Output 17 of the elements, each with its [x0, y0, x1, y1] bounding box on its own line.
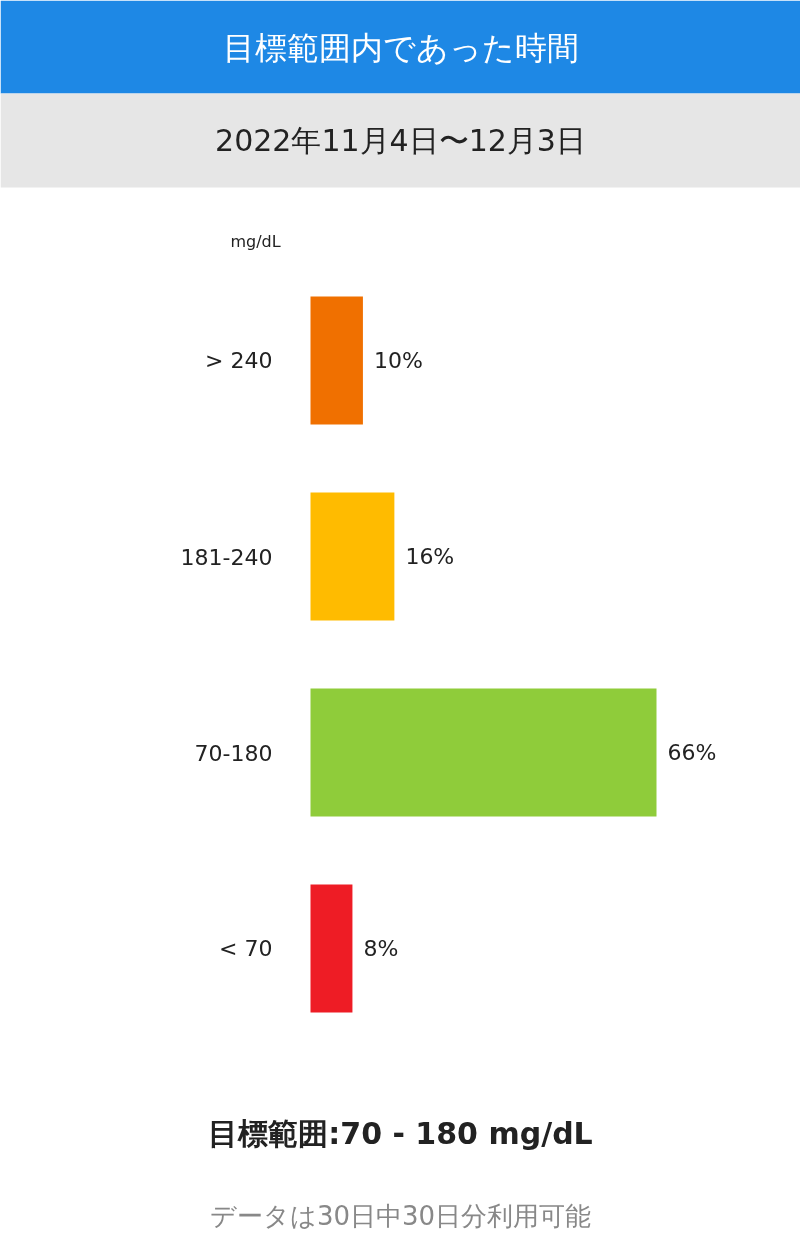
bar — [310, 688, 657, 817]
y-tick-label: 70-180 — [194, 740, 273, 766]
y-tick-label: < 70 — [219, 936, 273, 961]
chart-subtitle: 2022年11月4日〜12月3日 — [215, 123, 586, 158]
bar — [310, 492, 395, 621]
data-label: 16% — [405, 544, 455, 569]
y-tick-label: 181-240 — [180, 544, 273, 570]
data-label: 10% — [373, 348, 423, 373]
data-label: 66% — [667, 740, 717, 765]
text: データは30日中30日分利用可能 — [209, 1200, 592, 1231]
text: 目標範囲:70 - 180 mg/dL — [208, 1116, 593, 1151]
data-label: 8% — [363, 936, 399, 961]
y-axis-title: mg/dL — [230, 232, 281, 251]
chart-title: 目標範囲内であった時間 — [222, 28, 579, 67]
y-tick-label: > 240 — [205, 348, 273, 373]
bar — [310, 296, 363, 425]
bar — [310, 884, 353, 1013]
